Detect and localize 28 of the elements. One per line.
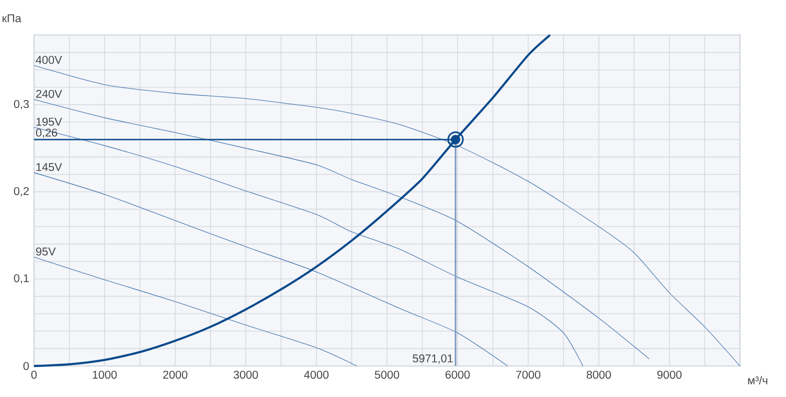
series-label: 195V xyxy=(36,118,62,126)
line-series xyxy=(32,34,552,368)
series-label: 400V xyxy=(36,56,62,64)
line-series xyxy=(34,172,508,366)
x-tick-label: 2000 xyxy=(163,370,188,379)
x-axis-title: м³/ч xyxy=(748,376,768,384)
series-label: 145V xyxy=(36,163,62,172)
line-series xyxy=(34,65,740,366)
ref-line-label: 5971,01 xyxy=(412,354,453,364)
x-tick-label: 0 xyxy=(31,370,37,379)
x-tick-label: 1000 xyxy=(92,370,117,379)
ref-line-label: 0,26 xyxy=(36,128,58,138)
y-axis-title: кПа xyxy=(2,14,22,22)
x-tick-label: 4000 xyxy=(304,370,329,379)
y-tick-label: 0,2 xyxy=(14,187,29,196)
y-tick-label: 0 xyxy=(23,362,29,370)
series-label: 240V xyxy=(36,90,62,98)
line-series xyxy=(34,127,584,366)
x-tick-label: 3000 xyxy=(234,370,258,379)
x-tick-label: 7000 xyxy=(516,370,540,379)
y-tick-label: 0,1 xyxy=(14,274,29,284)
series-label: 95V xyxy=(36,248,56,256)
y-tick-label: 0,3 xyxy=(14,100,29,110)
line-series xyxy=(34,256,358,366)
x-tick-label: 8000 xyxy=(586,370,611,379)
x-tick-label: 6000 xyxy=(446,370,470,379)
x-tick-label: 9000 xyxy=(657,370,682,379)
x-tick-label: 5000 xyxy=(374,370,400,379)
